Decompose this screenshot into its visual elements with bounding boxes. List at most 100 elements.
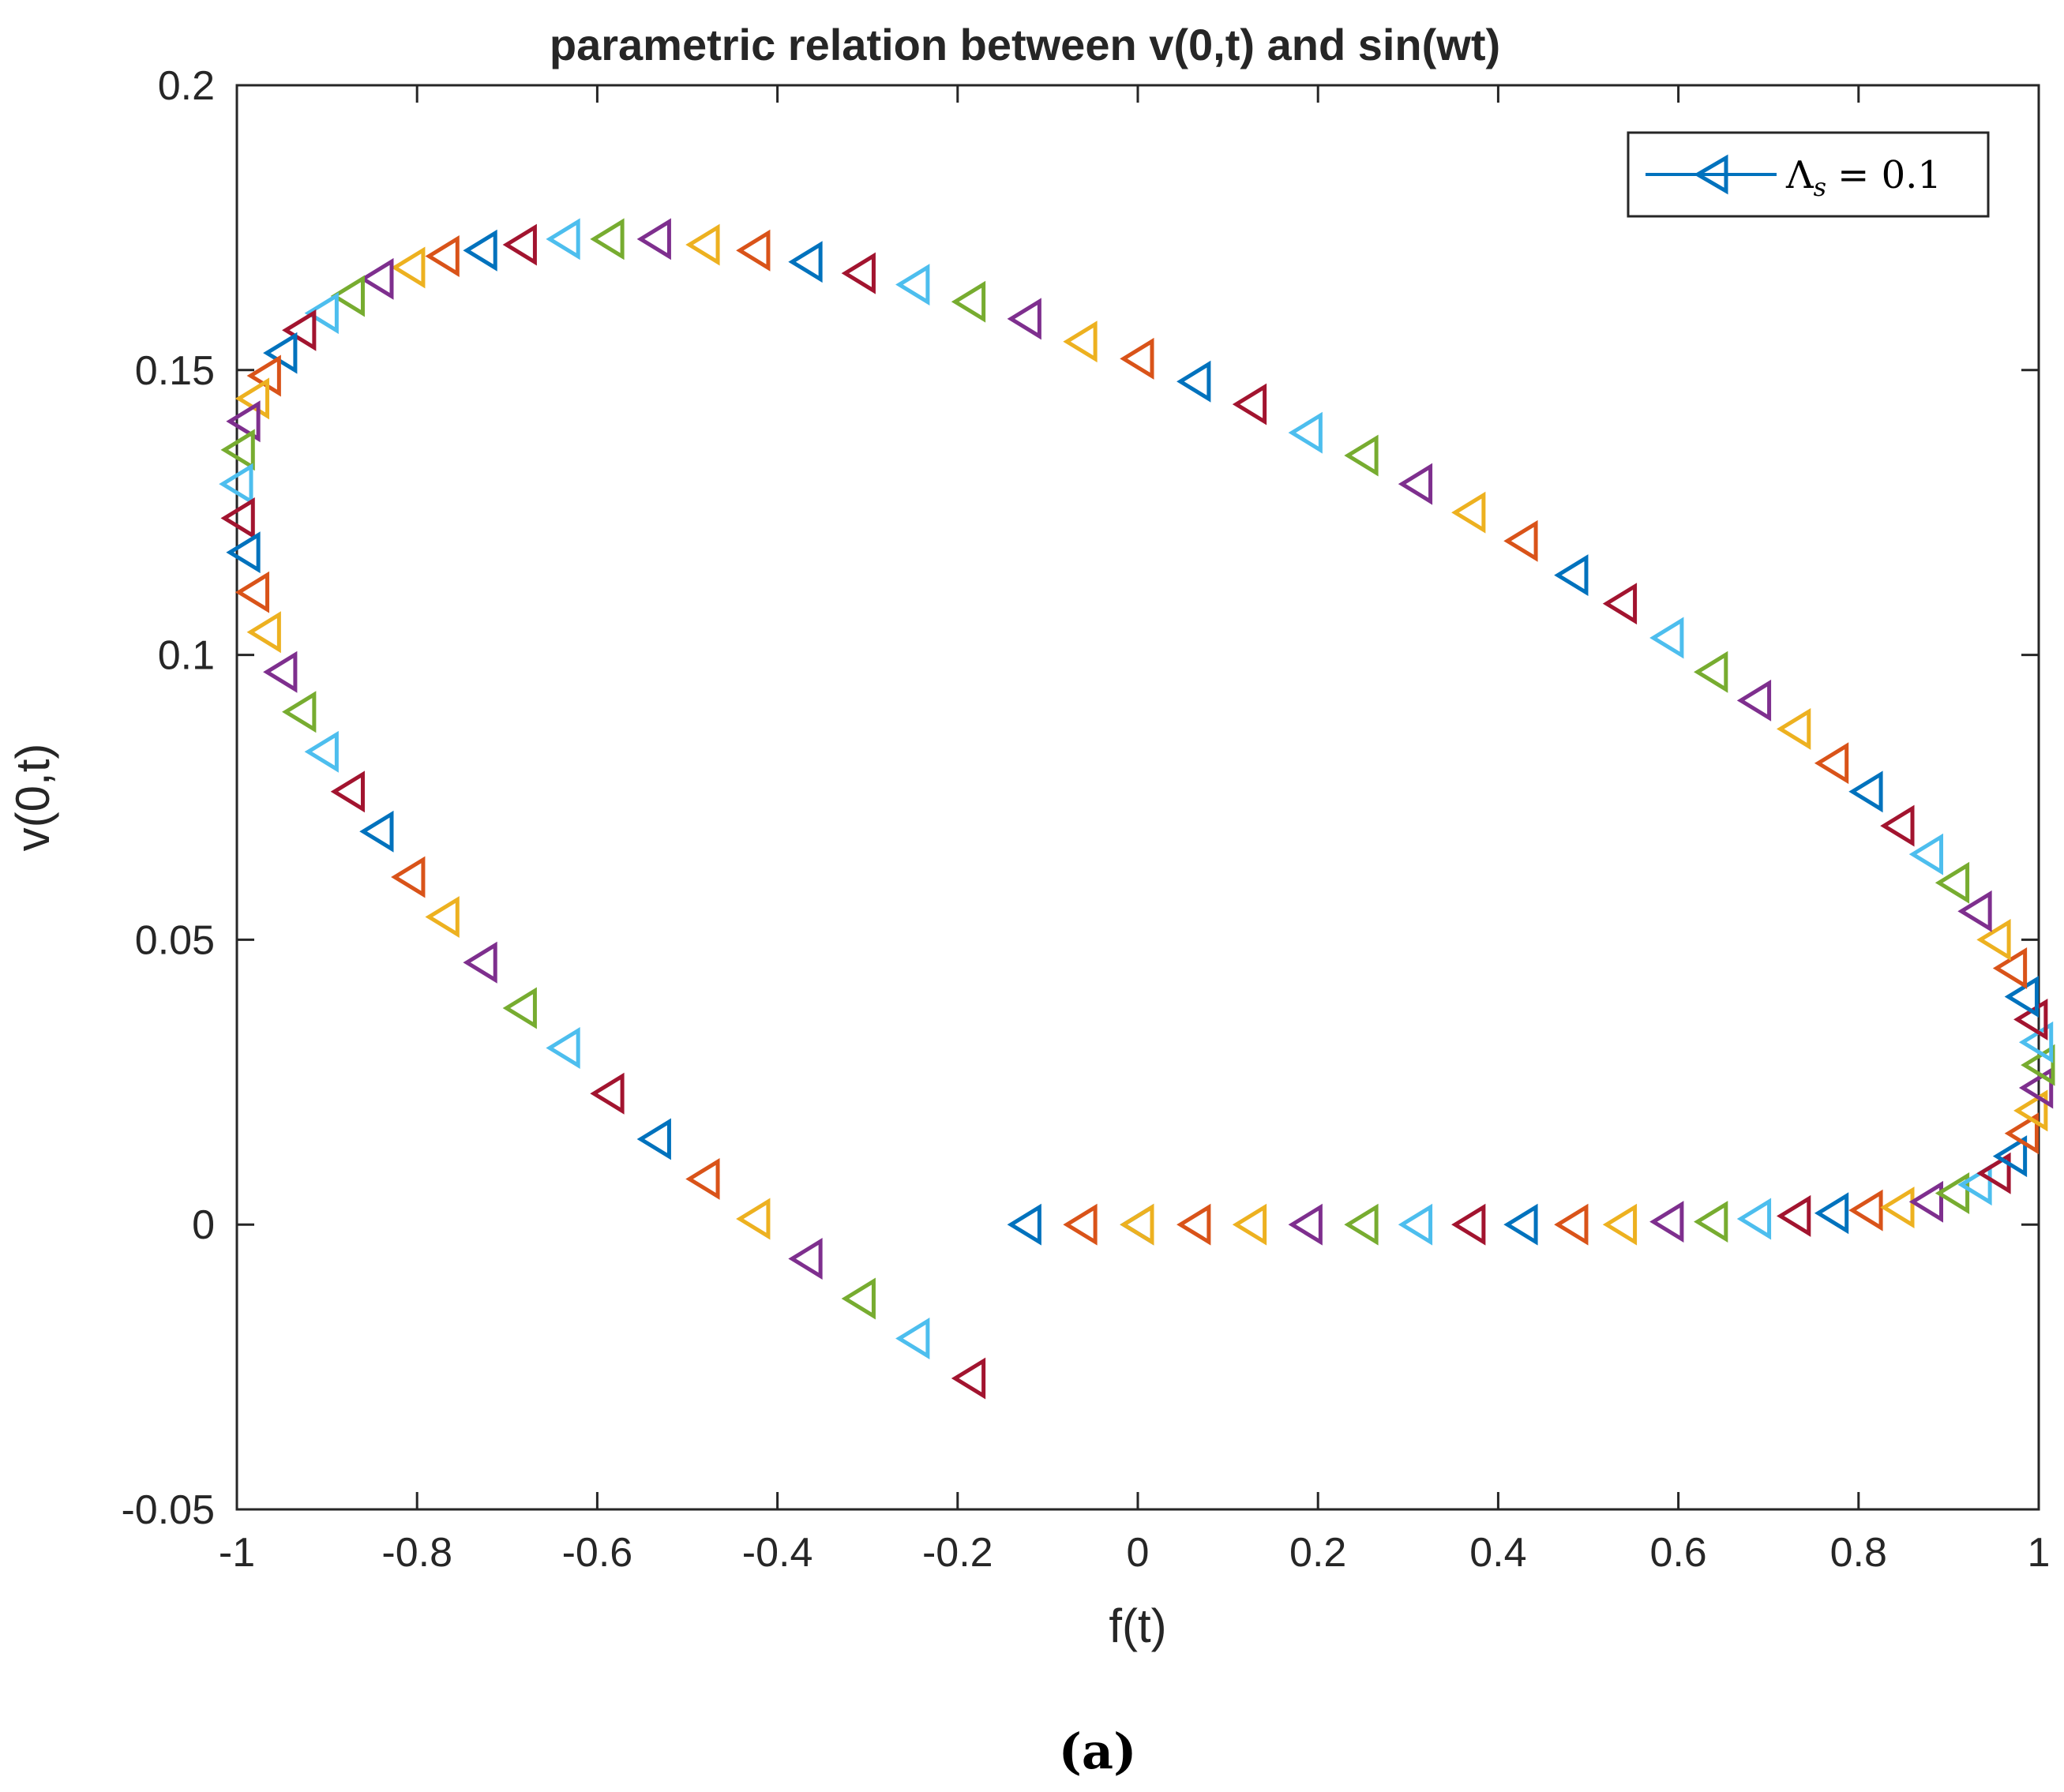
data-point-marker xyxy=(1063,321,1098,363)
data-point-marker xyxy=(1694,1201,1728,1243)
data-point-marker xyxy=(546,1027,580,1069)
y-tick-label: -0.05 xyxy=(121,1487,215,1533)
data-point-marker xyxy=(1649,1201,1684,1243)
data-point-marker xyxy=(1957,890,1992,932)
data-point-marker xyxy=(1007,1203,1041,1246)
legend: Λs = 0.1 xyxy=(1627,131,1990,218)
data-point-marker xyxy=(1120,1203,1154,1246)
x-tick-label: 0.4 xyxy=(1469,1530,1526,1576)
data-point-marker xyxy=(1398,1203,1433,1246)
data-point-marker xyxy=(1649,617,1684,659)
data-point-marker xyxy=(1908,1180,1944,1223)
data-point-marker xyxy=(951,1357,986,1400)
data-point-marker xyxy=(1503,1203,1538,1246)
x-tick-label: -0.6 xyxy=(562,1530,633,1576)
data-point-marker xyxy=(1880,1187,1915,1229)
data-point-marker xyxy=(685,223,720,266)
data-point-marker xyxy=(1957,1164,1992,1206)
data-point-marker xyxy=(685,1158,720,1200)
data-point-marker xyxy=(788,241,823,283)
data-point-marker xyxy=(1848,770,1883,813)
data-point-marker xyxy=(1976,918,2011,961)
data-point-marker xyxy=(1344,1203,1379,1246)
data-point-marker xyxy=(1736,679,1772,722)
data-point-marker xyxy=(226,400,261,443)
figure-caption: (a) xyxy=(1059,1723,1137,1780)
data-point-marker xyxy=(1776,1194,1811,1237)
data-point-marker xyxy=(282,309,317,351)
data-point-marker xyxy=(1344,434,1379,477)
data-point-marker xyxy=(502,987,537,1029)
data-point-marker xyxy=(502,223,537,266)
data-point-marker xyxy=(1776,707,1811,750)
data-point-marker xyxy=(425,235,460,277)
legend-symbol: Λ xyxy=(1785,153,1814,197)
x-tick-label: 0 xyxy=(1127,1530,1150,1576)
axes-box xyxy=(235,84,2040,1511)
data-point-marker xyxy=(226,531,261,574)
chart-title: parametric relation between v(0,t) and s… xyxy=(550,20,1500,69)
x-tick-label: 0.2 xyxy=(1289,1530,1346,1576)
data-point-marker xyxy=(1451,1203,1486,1246)
data-point-marker xyxy=(2004,976,2039,1018)
x-tick-label: -0.4 xyxy=(742,1530,813,1576)
data-point-marker xyxy=(841,252,876,294)
data-point-marker xyxy=(1880,804,1915,847)
data-point-marker xyxy=(1814,742,1849,785)
data-point-marker xyxy=(463,941,497,984)
data-point-marker xyxy=(1814,1192,1849,1235)
data-point-marker xyxy=(330,275,365,317)
data-point-marker xyxy=(246,611,281,654)
data-point-marker xyxy=(1908,833,1944,875)
y-axis-label: v(0,t) xyxy=(6,744,59,852)
data-point-marker xyxy=(220,429,255,471)
data-point-marker xyxy=(1120,337,1154,380)
data-point-marker xyxy=(330,770,365,813)
data-point-marker xyxy=(590,218,625,261)
x-tick-label: -0.8 xyxy=(381,1530,452,1576)
data-point-marker xyxy=(391,856,426,898)
data-point-marker xyxy=(1602,583,1638,625)
data-point-marker xyxy=(1935,1172,1970,1214)
data-point-marker xyxy=(219,463,253,505)
data-point-marker xyxy=(1288,1203,1323,1246)
data-point-marker xyxy=(736,229,771,272)
data-point-marker xyxy=(282,691,317,733)
x-tick-label: 1 xyxy=(2028,1530,2051,1576)
data-point-marker xyxy=(1288,411,1323,454)
data-point-marker xyxy=(1694,650,1728,693)
data-point-marker xyxy=(636,218,671,261)
data-point-marker xyxy=(736,1198,771,1240)
data-point-marker xyxy=(546,218,580,261)
y-tick-label: 0.05 xyxy=(135,917,215,963)
data-point-marker xyxy=(1976,1152,2011,1194)
data-point-marker xyxy=(1554,1203,1589,1246)
data-point-marker xyxy=(1935,861,1970,904)
data-point-marker xyxy=(590,1072,625,1115)
data-point-marker xyxy=(304,730,339,773)
data-point-marker xyxy=(263,332,298,374)
plot-area xyxy=(219,84,2055,1511)
data-point-marker xyxy=(1736,1198,1772,1240)
data-point-marker xyxy=(359,257,394,300)
data-point-marker xyxy=(463,229,497,272)
data-point-marker xyxy=(1451,491,1486,534)
data-markers xyxy=(219,218,2055,1400)
data-point-marker xyxy=(895,1318,930,1359)
legend-subscript: s xyxy=(1814,172,1826,202)
data-point-marker xyxy=(1398,463,1433,505)
legend-label: Λs = 0.1 xyxy=(1785,153,1942,202)
data-point-marker xyxy=(1602,1203,1638,1246)
data-point-marker xyxy=(304,292,339,335)
data-point-marker xyxy=(425,896,460,938)
data-point-marker xyxy=(1554,554,1589,597)
x-tick-label: -0.2 xyxy=(922,1530,993,1576)
data-point-marker xyxy=(1232,1203,1267,1246)
data-point-marker xyxy=(1063,1203,1098,1246)
data-point-marker xyxy=(1848,1189,1883,1232)
axis-ticks xyxy=(235,84,2040,1511)
legend-marker-icon xyxy=(1694,154,1728,195)
y-tick-label: 0 xyxy=(192,1202,215,1248)
data-point-marker xyxy=(895,264,930,306)
